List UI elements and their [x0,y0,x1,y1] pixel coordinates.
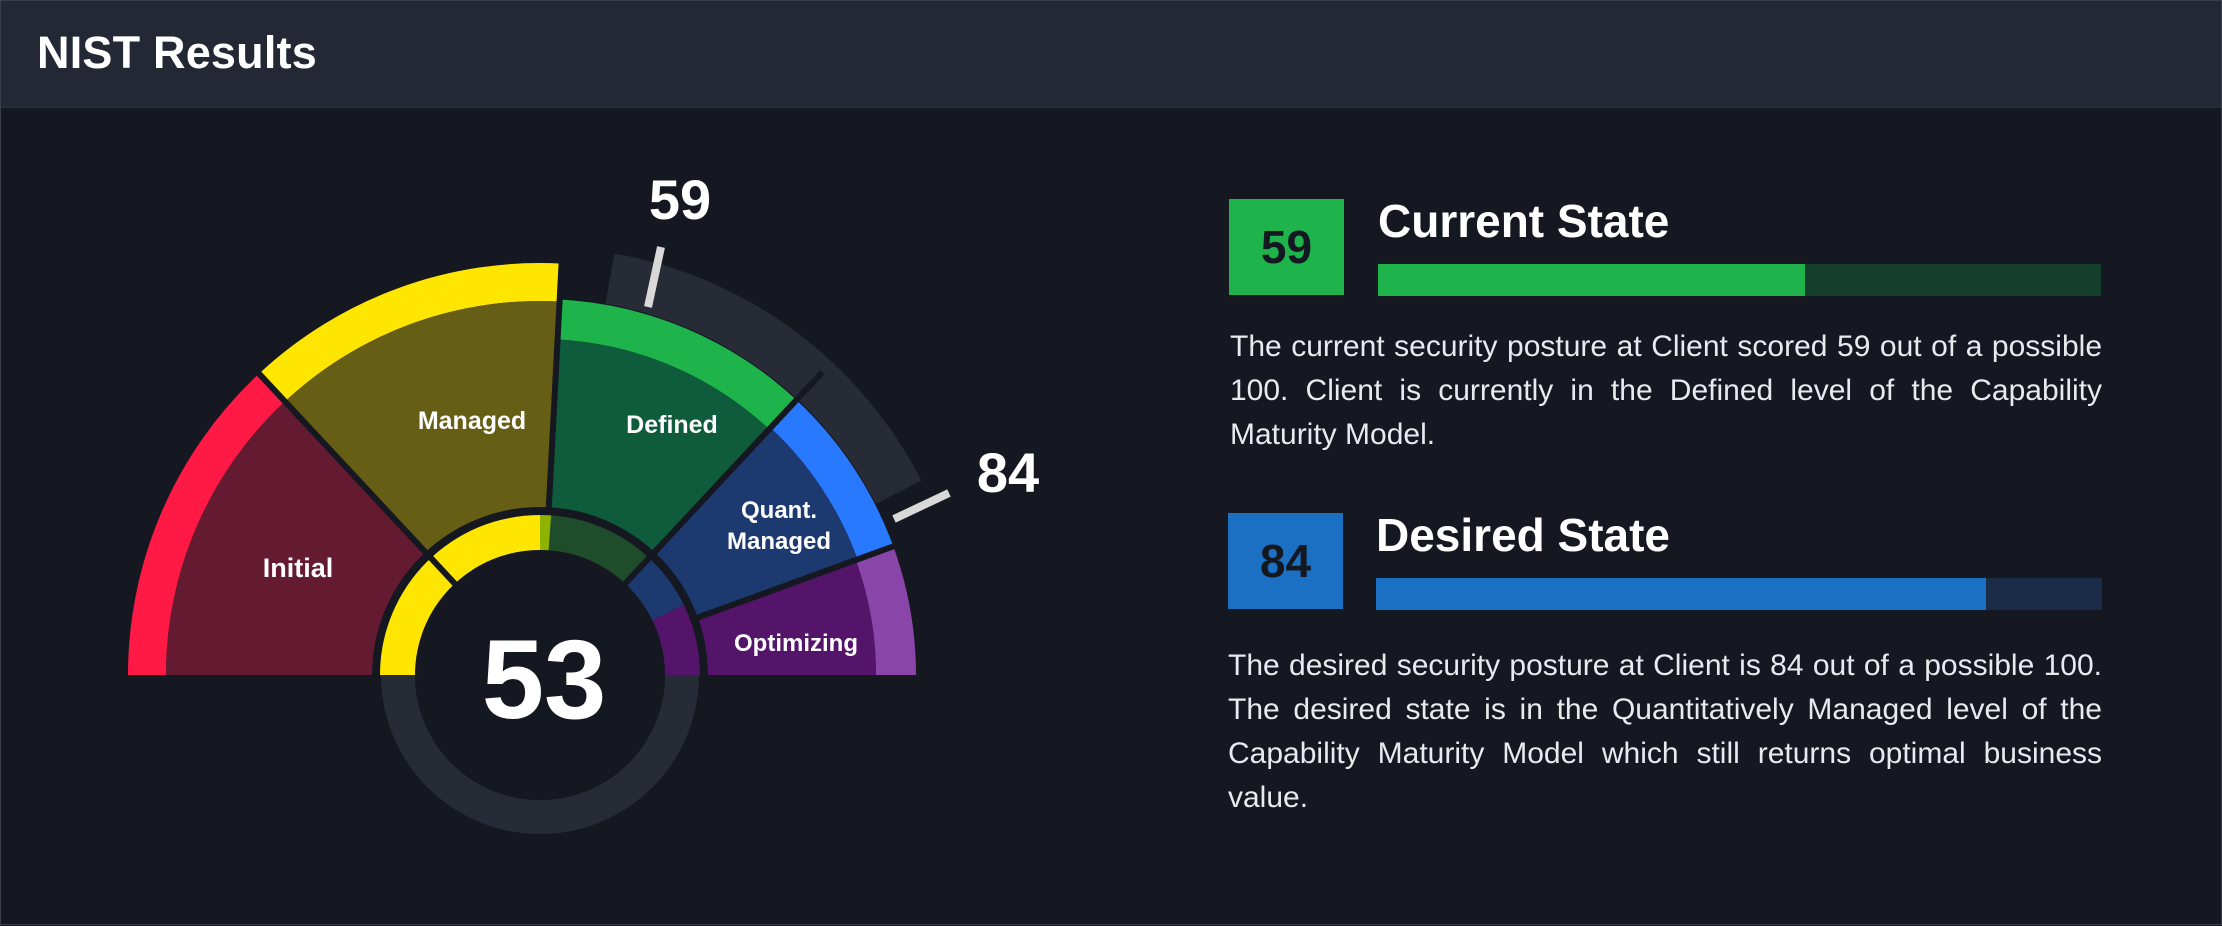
desired-progress-fill [1376,578,1986,610]
segment-label-quant: Quant. [741,497,817,524]
desired-score-badge: 84 [1228,513,1343,609]
header-bar: NIST Results [1,1,2221,108]
gauge-sector-optimizing [697,560,876,675]
segment-label-managed: Managed [418,407,526,435]
gauge-ring-optimizing [855,546,916,675]
score-ring [373,508,707,676]
page-title: NIST Results [37,27,317,78]
score-ring-olive [540,515,552,552]
segment-separator [640,370,825,568]
gauge-sector-managed [284,300,560,553]
score-center [415,550,665,800]
desired-state-description: The desired security posture at Client i… [1228,649,2102,814]
target-range-arc [605,253,922,504]
desired-state-title: Desired State [1376,509,1671,561]
score-ring-divider [621,551,656,588]
current-progress-track [1378,264,2101,296]
gauge-ring-managed [259,263,562,402]
gauge-sector-initial [166,401,426,675]
current-progress-fill [1378,264,1805,296]
score-ring-blue [624,558,684,621]
current-marker-label: 59 [649,168,711,231]
current-state-title: Current State [1378,195,1670,247]
score-ring-green [548,515,650,585]
segment-label-optimizing: Optimizing [734,630,858,657]
gauge-sector-defined [548,339,770,553]
score-ring-yellow [380,515,540,675]
gauge-chart: Initial Managed Defined Quant. Managed O… [128,168,1039,834]
current-marker-tick [644,246,665,308]
score-ring-outline [373,508,707,676]
segment-label-managed-2: Managed [727,528,831,555]
gauge-sector-quant-managed [654,427,858,618]
current-score-badge: 59 [1229,199,1344,295]
center-score-value: 53 [482,617,607,742]
maturity-gauge: Initial Managed Defined Quant. Managed O… [1,107,1141,926]
segment-label-defined: Defined [626,411,718,439]
desired-progress-track [1376,578,2102,610]
segment-separator [255,370,440,568]
gauge-ring-quant-managed [770,400,894,560]
segment-label-initial: Initial [263,553,334,583]
gauge-ring-defined [557,299,797,430]
desired-marker-label: 84 [977,441,1039,504]
score-ring-divider [424,551,459,588]
gauge-separators [255,261,931,627]
segment-separator [544,261,565,526]
gauge-ring-initial [128,373,285,675]
segment-separator [679,530,931,627]
current-state-description: The current security posture at Client s… [1230,330,2102,451]
desired-marker-tick [892,489,951,523]
